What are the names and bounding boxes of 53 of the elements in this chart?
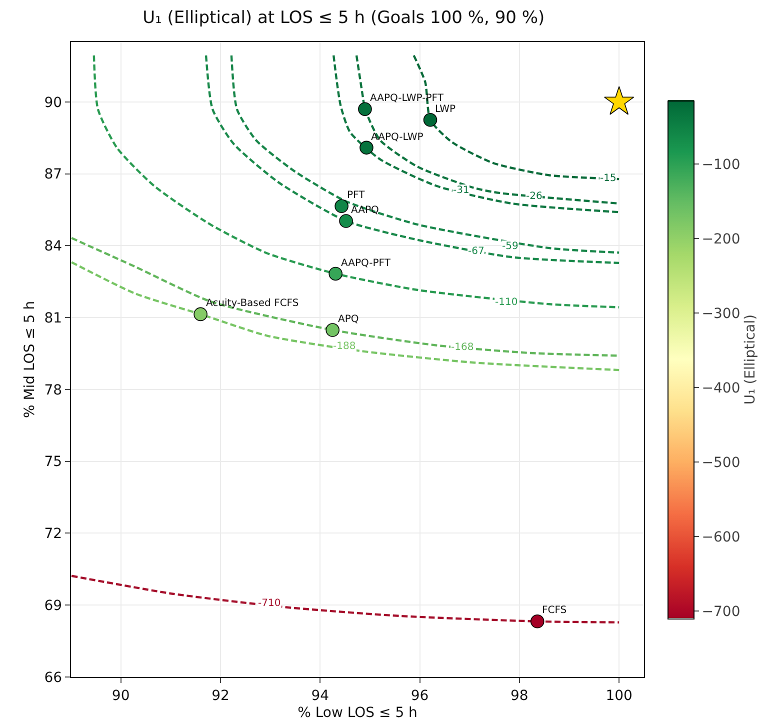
y-axis-title: % Mid LOS ≤ 5 h (22, 300, 38, 418)
point (360, 140, 374, 155)
annotation: AAPQ-PFT (341, 258, 392, 269)
x-tick-label: 90 (112, 688, 130, 704)
y-tick-label: 75 (44, 454, 62, 470)
color-bar-label: −300 (702, 306, 740, 322)
point (339, 214, 353, 228)
color-bar-title: U₁ (Elliptical) (742, 314, 758, 405)
x-tick-label: 94 (311, 688, 330, 704)
x-tick-label: 96 (410, 688, 429, 704)
annotation: -15 (600, 173, 616, 184)
annotation: -188 (333, 341, 356, 352)
point (530, 614, 544, 628)
x-axis-title: % Low LOS ≤ 5 h (298, 705, 418, 722)
annotation: FCFS (542, 605, 567, 616)
annotation: -31 (453, 185, 470, 196)
annotation: -710 (258, 598, 281, 609)
y-tick-label: 90 (44, 94, 62, 111)
annotation: -59 (502, 241, 518, 252)
color-bar-label: −700 (702, 604, 740, 620)
color-bar-label: −500 (702, 454, 740, 471)
point (358, 102, 372, 116)
chart-title: U₁ (Elliptical) at LOS ≤ 5 h (Goals 100 %, 90 %) (142, 8, 545, 28)
point (326, 323, 340, 337)
y-tick-label: 81 (44, 310, 62, 326)
annotation: -168 (451, 342, 474, 353)
annotation: AAPQ-LWP (371, 132, 424, 143)
color-bar-label: −200 (702, 231, 740, 248)
color-bar-label: −400 (702, 380, 740, 396)
annotation: -26 (526, 191, 542, 202)
annotation: LWP (435, 104, 456, 115)
color-bar-label: −100 (702, 156, 740, 173)
point (604, 86, 634, 115)
line-series (92, 54, 620, 308)
color-bar-label: −600 (702, 529, 740, 546)
y-tick-label: 72 (44, 526, 62, 542)
point (194, 307, 208, 322)
point (423, 112, 438, 127)
annotation: PFT (347, 190, 366, 201)
annotation: AAPQ-LWP-PFT (370, 93, 444, 104)
y-tick-label: 87 (44, 166, 62, 183)
point (328, 266, 342, 281)
annotation: APQ (338, 314, 359, 325)
annotation: -110 (495, 297, 518, 308)
x-tick-label: 92 (212, 688, 230, 704)
y-tick-label: 66 (44, 670, 62, 686)
point (334, 199, 348, 214)
x-tick-label: 98 (510, 688, 528, 704)
annotation: -67 (468, 246, 484, 257)
y-tick-label: 84 (44, 238, 62, 255)
y-tick-label: 78 (44, 382, 62, 398)
y-tick-label: 69 (44, 598, 62, 614)
x-tick-label: 100 (606, 688, 632, 704)
